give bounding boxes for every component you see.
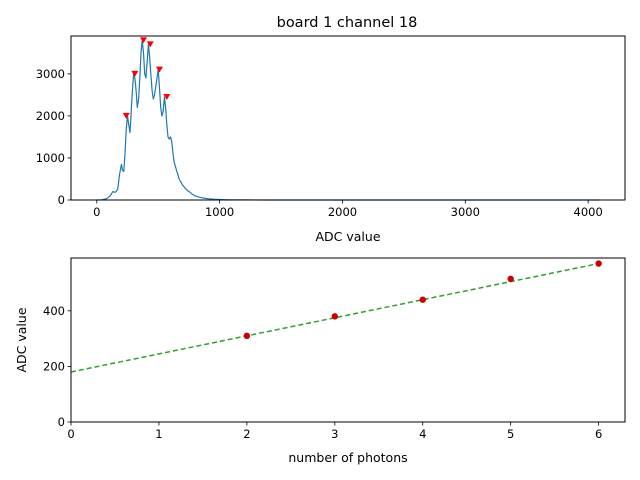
calibration-y-axis-label: ADC value [14,307,29,372]
calibration-panel: 0 1 2 3 4 5 6 0 200 400 number of photons ADC va… [14,257,626,465]
data-point [595,260,602,267]
calibration-y-ticks: 0 200 400 [43,304,71,429]
peak-marker [163,93,171,100]
histogram-x-tick-label: 4000 [574,205,603,219]
data-point [243,332,251,340]
data-point [419,296,426,303]
peak-marker [122,112,130,119]
data-point [331,313,339,320]
peak-marker [139,37,147,44]
histogram-y-ticks: 0 1000 2000 3000 [36,67,71,207]
histogram-x-tick-label: 3000 [451,205,480,219]
calibration-x-ticks: 0 1 2 3 4 5 6 [67,422,602,441]
histogram-y-tick-label: 0 [58,193,65,207]
calibration-axes-frame [70,257,626,423]
histogram-y-tick-label: 2000 [36,109,65,123]
calibration-x-tick-label: 6 [595,427,602,441]
calibration-x-tick-label: 0 [67,427,74,441]
calibration-marks [70,260,602,373]
histogram-x-tick-label: 0 [93,205,100,219]
peak-marker [155,66,163,73]
calibration-y-tick-label: 400 [43,304,65,318]
data-point [507,275,514,283]
peak-marker [131,70,139,77]
calibration-x-tick-label: 4 [419,427,426,441]
histogram-x-ticks: 0 1000 2000 3000 4000 [93,200,603,219]
calibration-y-tick-label: 0 [58,415,65,429]
calibration-x-tick-label: 1 [155,427,162,441]
chart-title: board 1 channel 18 [277,15,418,31]
peak-marker [146,41,154,48]
calibration-x-tick-label: 5 [507,427,514,441]
histogram-x-axis-label: ADC value [315,229,380,244]
histogram-x-tick-label: 1000 [205,205,234,219]
calibration-x-axis-label: number of photons [288,450,407,465]
histogram-y-tick-label: 3000 [36,67,65,81]
histogram-y-tick-label: 1000 [36,151,65,165]
calibration-x-tick-label: 2 [243,427,250,441]
histogram-x-tick-label: 2000 [328,205,357,219]
histogram-axes-frame [70,35,626,201]
histogram-panel: board 1 channel 18 0 1000 2000 3000 4000 0 10… [36,15,626,244]
calibration-x-tick-label: 3 [331,427,338,441]
histogram-marks [96,37,600,201]
calibration-y-tick-label: 200 [43,359,65,373]
